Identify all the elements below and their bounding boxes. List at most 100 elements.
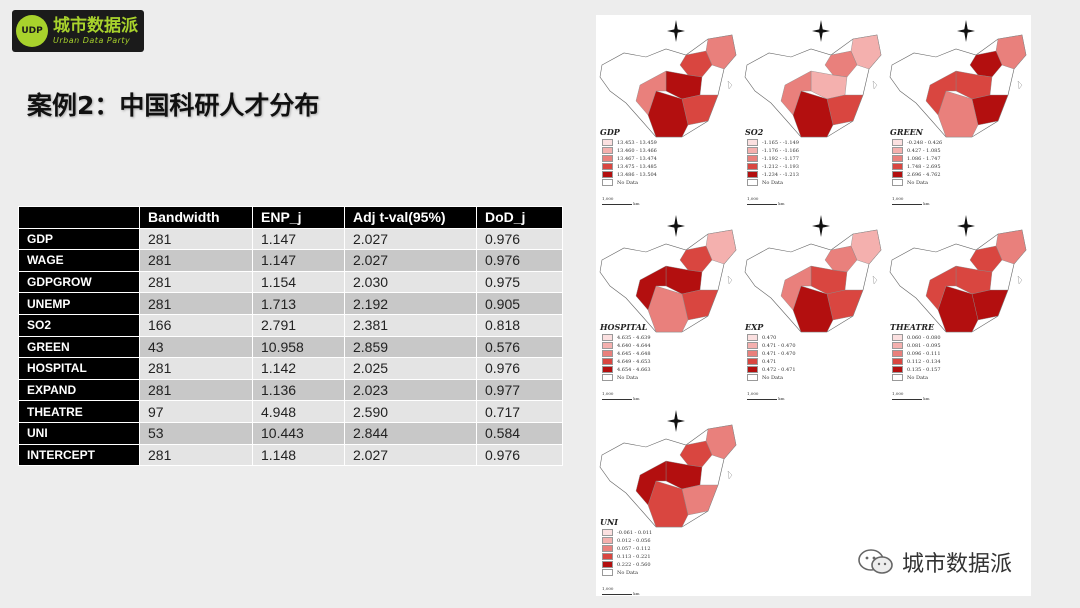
- map-scale-bar: 1,000 km: [602, 196, 640, 206]
- table-cell: 2.859: [344, 335, 477, 359]
- legend-entry: 0.471 - 0.470: [747, 350, 796, 358]
- row-variable-name: GREEN: [18, 335, 140, 359]
- legend-entry: 0.222 - 0.560: [602, 561, 652, 569]
- scale-value: 1,000: [602, 391, 614, 396]
- logo-badge-icon: UDP: [16, 15, 48, 47]
- legend-swatch: [747, 334, 758, 341]
- table-cell: 281: [139, 292, 253, 315]
- legend-text: 13.453 - 13.459: [617, 140, 657, 146]
- legend-swatch: [747, 342, 758, 349]
- legend-text: -1.176 - -1.166: [762, 148, 799, 154]
- legend-entry: 0.060 - 0.080: [892, 334, 941, 342]
- map-legend: -0.248 - 0.426 0.427 - 1.085 1.086 - 1.747…: [892, 139, 942, 187]
- china-map-shape: [889, 34, 1027, 138]
- legend-entry: 13.486 - 13.504: [602, 171, 657, 179]
- table-cell: 0.818: [476, 313, 563, 337]
- legend-text: 13.460 - 13.466: [617, 148, 657, 154]
- map-label: GDP: [600, 127, 620, 137]
- legend-text: -0.061 - 0.011: [617, 530, 653, 536]
- table-header-cell: Bandwidth: [139, 206, 253, 229]
- map-legend: 13.453 - 13.459 13.460 - 13.466 13.467 - 1…: [602, 139, 657, 187]
- row-variable-name: EXPAND: [18, 378, 140, 402]
- legend-swatch: [602, 545, 613, 552]
- map-label: UNI: [600, 517, 619, 527]
- legend-text: 0.470: [762, 335, 777, 341]
- legend-text: 4.654 - 4.663: [617, 367, 651, 373]
- row-variable-name: SO2: [18, 313, 140, 337]
- legend-swatch: [747, 358, 758, 365]
- legend-entry: 0.112 - 0.134: [892, 358, 941, 366]
- scale-unit: km: [923, 396, 930, 401]
- legend-entry: 4.640 - 4.644: [602, 342, 651, 350]
- table-cell: 1.147: [252, 249, 345, 272]
- table-row: UNEMP 281 1.713 2.192 0.905: [18, 292, 563, 315]
- legend-text: 13.486 - 13.504: [617, 172, 657, 178]
- map-scale-bar: 1,000 km: [602, 391, 640, 401]
- table-cell: 0.905: [476, 292, 563, 315]
- legend-swatch: [747, 350, 758, 357]
- legend-text: -1.212 - -1.193: [762, 164, 799, 170]
- legend-entry: -0.061 - 0.011: [602, 529, 652, 537]
- legend-entry: -1.192 - -1.177: [747, 155, 799, 163]
- map-label: HOSPITAL: [600, 322, 648, 332]
- table-cell: 43: [139, 335, 253, 359]
- table-cell: 0.717: [476, 400, 563, 423]
- table-cell: 0.977: [476, 378, 563, 402]
- legend-entry: 4.635 - 4.639: [602, 334, 651, 342]
- scale-unit: km: [778, 396, 785, 401]
- legend-text: No Data: [762, 375, 783, 381]
- map-panel-hospital: HOSPITAL 4.635 - 4.639 4.640 - 4.644 4.645 …: [596, 210, 741, 405]
- china-map-shape: [744, 229, 882, 333]
- legend-swatch: [747, 147, 758, 154]
- legend-entry: 4.645 - 4.648: [602, 350, 651, 358]
- table-cell: 2.027: [344, 227, 477, 251]
- table-cell: 0.976: [476, 227, 563, 251]
- legend-text: 0.471 - 0.470: [762, 351, 796, 357]
- table-row: HOSPITAL 281 1.142 2.025 0.976: [18, 357, 563, 380]
- legend-swatch: [747, 155, 758, 162]
- table-cell: 4.948: [252, 400, 345, 423]
- north-arrow-icon: [957, 215, 975, 237]
- table-cell: 2.791: [252, 313, 345, 337]
- table-row: GDP 281 1.147 2.027 0.976: [18, 227, 563, 251]
- legend-text: No Data: [762, 180, 783, 186]
- legend-swatch: [602, 342, 613, 349]
- legend-entry: 0.427 - 1.085: [892, 147, 942, 155]
- table-cell: 281: [139, 357, 253, 380]
- row-variable-name: UNEMP: [18, 292, 140, 315]
- legend-swatch: [602, 171, 613, 178]
- scale-value: 1,000: [747, 391, 759, 396]
- scale-value: 1,000: [892, 196, 904, 201]
- table-cell: 1.713: [252, 292, 345, 315]
- legend-swatch: [602, 561, 613, 568]
- legend-entry: -1.165 - -1.149: [747, 139, 799, 147]
- china-map-shape: [744, 34, 882, 138]
- legend-entry: 13.475 - 13.485: [602, 163, 657, 171]
- table-cell: 0.976: [476, 357, 563, 380]
- legend-text: 4.635 - 4.639: [617, 335, 651, 341]
- legend-entry: -1.234 - -1.213: [747, 171, 799, 179]
- map-scale-bar: 1,000 km: [747, 391, 785, 401]
- table-cell: 1.147: [252, 227, 345, 251]
- north-arrow-icon: [812, 20, 830, 42]
- legend-swatch: [747, 163, 758, 170]
- scale-value: 1,000: [602, 196, 614, 201]
- legend-entry: 13.467 - 13.474: [602, 155, 657, 163]
- legend-text: 0.057 - 0.112: [617, 546, 651, 552]
- legend-entry: 0.135 - 0.157: [892, 366, 941, 374]
- table-cell: 281: [139, 270, 253, 294]
- scale-unit: km: [633, 396, 640, 401]
- north-arrow-icon: [667, 410, 685, 432]
- legend-text: No Data: [617, 570, 638, 576]
- legend-swatch: [892, 358, 903, 365]
- legend-entry: 13.453 - 13.459: [602, 139, 657, 147]
- legend-text: -1.234 - -1.213: [762, 172, 799, 178]
- legend-swatch: [602, 358, 613, 365]
- table-cell: 1.154: [252, 270, 345, 294]
- legend-text: 0.096 - 0.111: [907, 351, 941, 357]
- legend-swatch: [892, 179, 903, 186]
- legend-entry: No Data: [747, 179, 799, 187]
- legend-text: 0.471: [762, 359, 777, 365]
- scale-value: 1,000: [747, 196, 759, 201]
- legend-text: 1.086 - 1.747: [907, 156, 941, 162]
